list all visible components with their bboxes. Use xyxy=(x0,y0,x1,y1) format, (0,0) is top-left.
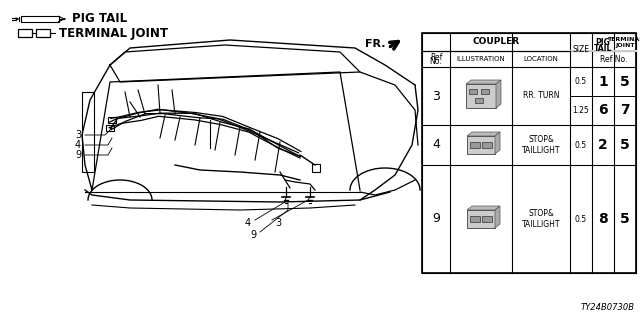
Text: JOINT: JOINT xyxy=(615,43,635,48)
Bar xyxy=(108,117,116,123)
Text: LOCATION: LOCATION xyxy=(524,56,559,62)
Bar xyxy=(82,92,94,172)
Polygon shape xyxy=(467,206,500,210)
Text: COUPLER: COUPLER xyxy=(472,37,520,46)
Text: 9: 9 xyxy=(250,230,256,240)
Text: STOP&
TAILLIGHT: STOP& TAILLIGHT xyxy=(522,135,560,155)
Polygon shape xyxy=(495,132,500,154)
Text: 9: 9 xyxy=(75,150,81,160)
Text: Ref: Ref xyxy=(430,52,442,61)
Bar xyxy=(467,136,495,154)
Text: 0.5: 0.5 xyxy=(575,77,587,86)
Text: Ref No.: Ref No. xyxy=(600,54,628,63)
Bar xyxy=(470,142,480,148)
Polygon shape xyxy=(495,206,500,228)
Text: No.: No. xyxy=(429,58,442,67)
Text: PIG TAIL: PIG TAIL xyxy=(72,12,127,26)
Bar xyxy=(21,16,59,22)
Bar xyxy=(18,29,32,37)
Text: STOP&
TAILLIGHT: STOP& TAILLIGHT xyxy=(522,209,560,229)
Text: 0.5: 0.5 xyxy=(575,140,587,149)
Text: TERMINAL JOINT: TERMINAL JOINT xyxy=(59,27,168,39)
Bar xyxy=(466,84,496,108)
Text: 3: 3 xyxy=(275,218,281,228)
Bar xyxy=(482,142,492,148)
Text: 5: 5 xyxy=(620,212,630,226)
Text: ILLUSTRATION: ILLUSTRATION xyxy=(456,56,506,62)
Text: 6: 6 xyxy=(598,103,608,117)
Bar xyxy=(482,216,492,222)
Text: 4: 4 xyxy=(75,140,81,150)
Bar xyxy=(106,125,114,131)
Bar xyxy=(467,210,495,228)
Text: RR. TURN: RR. TURN xyxy=(523,92,559,100)
Text: 0.5: 0.5 xyxy=(575,214,587,223)
Text: 2: 2 xyxy=(598,138,608,152)
Text: 8: 8 xyxy=(598,212,608,226)
Text: 1: 1 xyxy=(598,75,608,89)
Bar xyxy=(422,33,636,273)
Polygon shape xyxy=(466,80,501,84)
Bar xyxy=(469,89,477,93)
Text: 3: 3 xyxy=(75,130,81,140)
Text: TY24B0730B: TY24B0730B xyxy=(581,303,635,312)
Polygon shape xyxy=(467,132,500,136)
Text: 5: 5 xyxy=(620,75,630,89)
Text: 5: 5 xyxy=(620,138,630,152)
Bar xyxy=(481,89,489,93)
Bar xyxy=(470,216,480,222)
Text: 1.25: 1.25 xyxy=(573,106,589,115)
Text: 4: 4 xyxy=(245,218,251,228)
Bar xyxy=(475,98,483,102)
Text: FR.: FR. xyxy=(365,39,386,49)
Text: 7: 7 xyxy=(620,103,630,117)
Text: PIG: PIG xyxy=(596,38,611,47)
Bar xyxy=(36,29,50,37)
Text: TERMINAL: TERMINAL xyxy=(607,37,640,42)
Bar xyxy=(312,164,320,172)
Text: SIZE: SIZE xyxy=(573,45,589,54)
Polygon shape xyxy=(496,80,501,108)
Text: 3: 3 xyxy=(432,90,440,102)
Text: 9: 9 xyxy=(432,212,440,226)
Text: 4: 4 xyxy=(432,139,440,151)
Text: TAIL: TAIL xyxy=(594,44,612,53)
